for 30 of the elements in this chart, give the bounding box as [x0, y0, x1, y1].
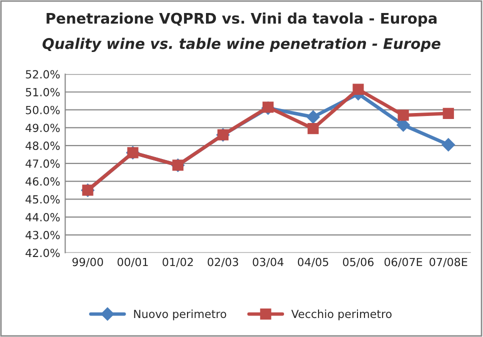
- x-tick-label: 01/02: [162, 258, 193, 268]
- chart-subtitle: Quality wine vs. table wine penetration - Europe: [42, 38, 440, 52]
- point: [352, 84, 364, 95]
- x-tick-label: 03/04: [252, 258, 284, 268]
- y-tick-label: 47.0%: [26, 159, 60, 168]
- point: [442, 108, 454, 119]
- point: [398, 110, 409, 121]
- y-tick-label: 46.0%: [26, 177, 60, 186]
- y-tick-label: 44.0%: [26, 213, 60, 222]
- x-tick-label: 04/05: [298, 258, 328, 268]
- y-tick-label: 42.0%: [26, 248, 60, 258]
- x-tick-label: 00/01: [118, 258, 148, 268]
- point: [306, 110, 320, 124]
- point: [442, 138, 456, 152]
- point: [308, 123, 319, 134]
- x-tick-label: 02/03: [208, 258, 238, 268]
- x-tick-label: 07/08E: [430, 258, 468, 268]
- y-tick-label: 50.0%: [26, 106, 60, 114]
- y-tick-label: 51.0%: [26, 88, 60, 96]
- y-tick-label: 52.0%: [26, 70, 60, 79]
- y-tick-label: 48.0%: [26, 142, 60, 150]
- x-tick-label: 99/00: [72, 258, 104, 268]
- y-tick-label: 49.0%: [26, 124, 60, 132]
- x-tick-label: 06/07E: [384, 258, 422, 268]
- legend-label: Vecchio perimetro: [291, 310, 392, 320]
- chart-title: Penetrazione VQPRD vs. Vini da tavola - Europa: [46, 12, 437, 27]
- legend-label: Nuovo perimetro: [134, 310, 226, 320]
- y-tick-label: 45.0%: [26, 195, 60, 204]
- x-tick-label: 05/06: [342, 258, 374, 268]
- y-tick-label: 43.0%: [26, 230, 60, 240]
